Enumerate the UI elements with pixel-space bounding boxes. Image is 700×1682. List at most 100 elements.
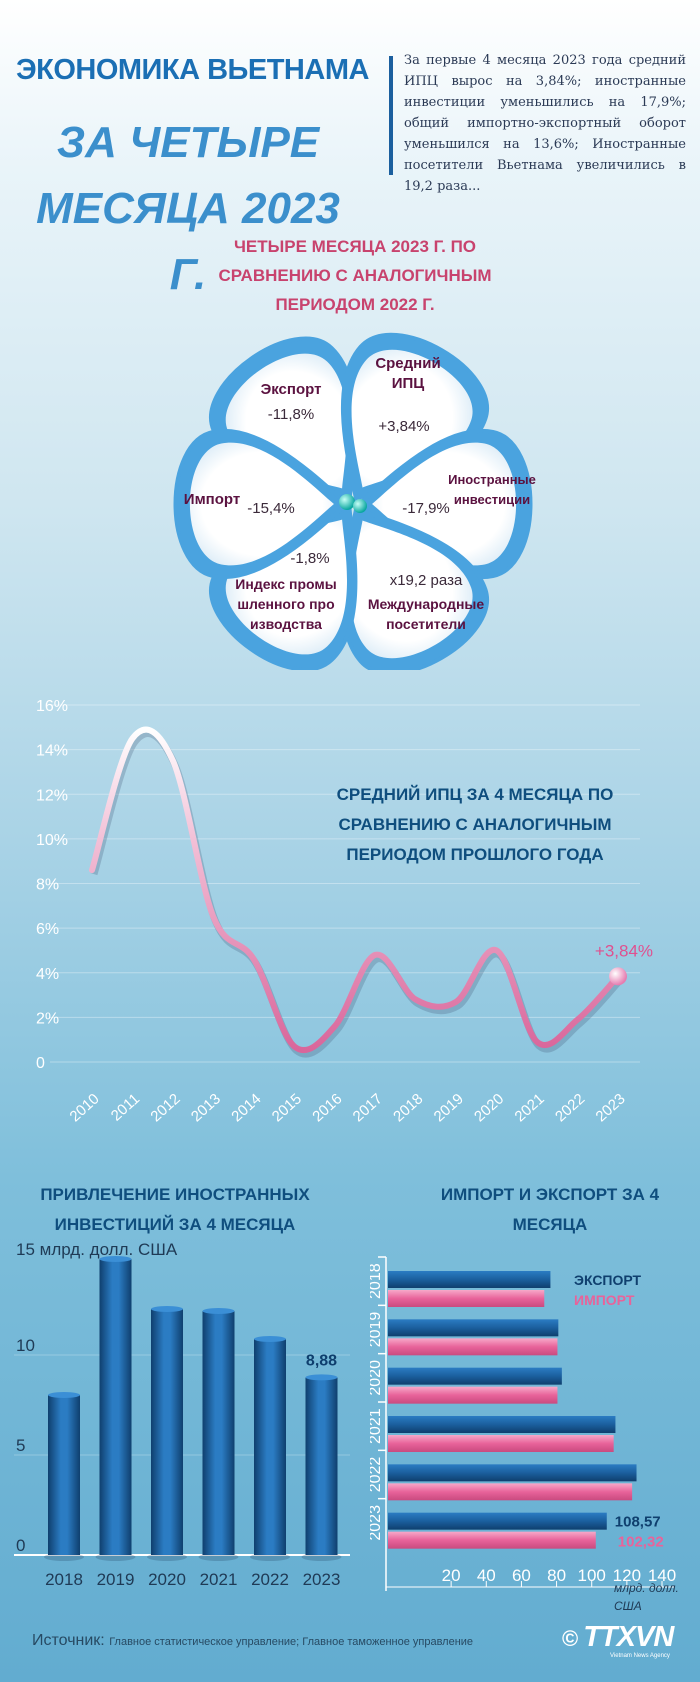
petal-label-visitors: Международные посетители (367, 596, 485, 632)
cpi-xtick: 2011 (108, 1090, 143, 1124)
fdi-xtick: 2020 (148, 1570, 186, 1585)
source-note: Источник: Главное статистическое управле… (32, 1632, 473, 1650)
export-bar (388, 1416, 616, 1433)
fdi-ylabel: 15 млрд. долл. США (16, 1240, 178, 1259)
cpi-series-line (89, 726, 621, 1054)
petal-label-cpi: Средний ИПЦ (375, 355, 441, 392)
fdi-bar-top (202, 1308, 235, 1314)
cpi-ytick: 0 (36, 1055, 45, 1072)
trade-ytick: 2022 (370, 1457, 384, 1493)
cpi-last-point (609, 967, 627, 986)
flower-diagram (173, 333, 533, 670)
trade-xtick: 80 (547, 1566, 566, 1585)
cpi-ytick: 6% (36, 921, 59, 938)
petal-label-import: Импорт (183, 491, 241, 508)
cpi-annotation: +3,84% (595, 941, 653, 960)
cpi-xtick: 2023 (592, 1090, 628, 1125)
main-title: ЭКОНОМИКА ВЬЕТНАМА (16, 54, 369, 86)
petal-label-export: Экспорт (260, 381, 322, 398)
cpi-xtick: 2010 (66, 1090, 102, 1125)
cpi-xtick: 2020 (471, 1090, 507, 1125)
flower-center-right (353, 499, 367, 513)
trade-ytick: 2021 (370, 1408, 384, 1444)
copyright-icon: © (562, 1626, 578, 1651)
export-annotation: 108,57 (615, 1514, 661, 1531)
import-bar (388, 1531, 596, 1549)
fdi-xtick: 2018 (45, 1570, 83, 1585)
import-bar (388, 1483, 633, 1501)
fdi-annotation: 8,88 (306, 1352, 337, 1369)
logo-subtitle: Vietnam News Agency (610, 1653, 670, 1659)
trade-xtick: 40 (477, 1566, 496, 1585)
summary-text: За первые 4 месяца 2023 года средний ИПЦ… (404, 53, 686, 194)
fdi-ytick: 0 (16, 1536, 25, 1555)
cpi-xtick: 2018 (390, 1090, 426, 1125)
petal-value-investment: -17,9% (402, 500, 450, 517)
fdi-xtick: 2023 (303, 1570, 341, 1585)
cpi-ytick: 10% (36, 832, 68, 849)
cpi-ytick: 16% (36, 698, 68, 715)
fdi-ytick: 10 (16, 1336, 35, 1355)
import-bar (388, 1386, 558, 1404)
cpi-chart-title: СРЕДНИЙ ИПЦ ЗА 4 МЕСЯЦА ПО СРАВНЕНИЮ С А… (336, 785, 614, 864)
source-label: Источник: (32, 1632, 105, 1649)
trade-bar-chart: 2018 2019 2020 2021 2022 2023 20 40 60 80 100 120 1… (370, 1256, 679, 1613)
petal-label-investment: Иностранные инвестиции (448, 472, 536, 507)
export-bar (388, 1464, 637, 1482)
fdi-bar (254, 1339, 286, 1555)
fdi-bar (202, 1311, 235, 1555)
cpi-ytick: 12% (36, 787, 68, 804)
cpi-xtick: 2017 (350, 1090, 386, 1125)
cpi-ytick: 4% (36, 966, 59, 983)
cpi-ytick: 2% (36, 1010, 59, 1027)
fdi-bar-top (151, 1306, 183, 1312)
fdi-bar (151, 1309, 183, 1555)
fdi-ytick: 5 (16, 1436, 25, 1455)
cpi-ytick: 14% (36, 743, 68, 760)
sub-title: ЗА ЧЕТЫРЕ МЕСЯЦА 2023 Г. (36, 118, 340, 299)
petal-label-industry: Индекс промышленного производства (235, 576, 337, 632)
fdi-bar (99, 1259, 132, 1555)
petal-value-export: -11,8% (267, 406, 315, 423)
import-bar (388, 1435, 614, 1452)
trade-xtick: 140 (648, 1566, 676, 1585)
petal-fill-visitors (351, 520, 473, 659)
export-bar (388, 1271, 551, 1288)
divider-line (389, 56, 393, 175)
flower-center-left (339, 494, 355, 510)
trade-xtick: 100 (578, 1566, 606, 1585)
cpi-xtick: 2012 (147, 1090, 183, 1125)
import-annotation: 102,32 (618, 1534, 664, 1551)
legend-import: ИМПОРТ (574, 1292, 635, 1308)
petal-fill-import (189, 442, 334, 566)
trade-unit-label-2: США (614, 1599, 642, 1613)
import-bar (388, 1338, 558, 1356)
petal-import (173, 428, 351, 580)
cpi-xtick: 2015 (269, 1090, 305, 1125)
export-bar (388, 1367, 562, 1385)
fdi-xtick: 2021 (200, 1570, 238, 1585)
fdi-bar-top (48, 1392, 80, 1398)
petal-value-import: -15,4% (247, 500, 295, 517)
fdi-bar (305, 1377, 338, 1555)
trade-xtick: 120 (613, 1566, 641, 1585)
fdi-bar-top (99, 1256, 132, 1262)
trade-unit-label: млрд. долл. (614, 1581, 679, 1595)
logo-text: TTXVN (583, 1621, 674, 1653)
fdi-xtick: 2019 (97, 1570, 135, 1585)
petal-value-visitors: x19,2 раза (389, 572, 463, 589)
trade-ytick: 2023 (370, 1505, 384, 1541)
fdi-xtick: 2022 (251, 1570, 289, 1585)
fdi-bar-top (305, 1374, 338, 1381)
petal-value-cpi: +3,84% (378, 418, 430, 435)
legend-export: ЭКСПОРТ (574, 1272, 642, 1288)
cpi-xtick: 2019 (431, 1090, 467, 1125)
trade-xtick: 20 (442, 1566, 461, 1585)
trade-chart-title: ИМПОРТ И ЭКСПОРТ ЗА 4 МЕСЯЦА (440, 1185, 660, 1234)
cpi-xtick: 2022 (552, 1090, 588, 1125)
export-bar (388, 1512, 607, 1530)
fdi-bar-chart: 0 5 10 2018 2019 2020 2021 2022 2023 15 млрд. д… (14, 1240, 350, 1585)
flower-title: ЧЕТЫРЕ МЕСЯЦА 2023 Г. ПО СРАВНЕНИЮ С АНА… (218, 237, 492, 314)
trade-ytick: 2020 (370, 1360, 384, 1396)
cpi-xtick: 2016 (309, 1090, 345, 1125)
